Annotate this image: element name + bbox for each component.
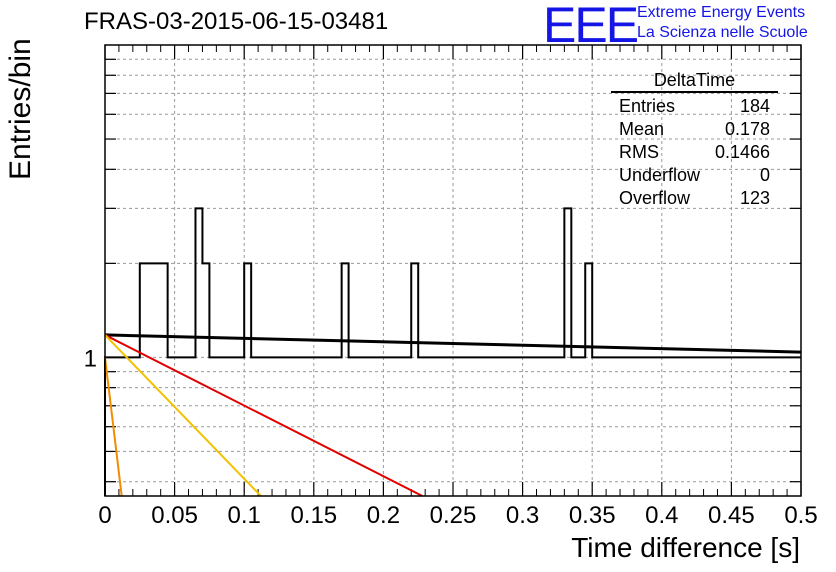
stats-row-rms: RMS 0.1466 bbox=[611, 141, 778, 164]
x-tick-labels: 0 0.05 0.1 0.15 0.2 0.25 0.3 0.35 0.4 0.45 0.5 bbox=[98, 502, 817, 529]
x-tick-label: 0.25 bbox=[430, 502, 477, 529]
x-tick-label: 0.4 bbox=[645, 502, 678, 529]
stats-row-overflow: Overflow 123 bbox=[611, 187, 778, 210]
stats-title: DeltaTime bbox=[611, 70, 778, 93]
x-tick-label: 0.35 bbox=[569, 502, 616, 529]
stats-value: 184 bbox=[739, 96, 770, 116]
fit-line-yellow bbox=[104, 334, 262, 497]
stats-box: DeltaTime Entries 184 Mean 0.178 RMS 0.1… bbox=[611, 70, 778, 210]
stats-label: RMS bbox=[619, 142, 659, 162]
stats-label: Entries bbox=[619, 96, 676, 116]
stats-value: 0.178 bbox=[724, 119, 770, 139]
y-axis-label: Entries/bin bbox=[4, 38, 37, 180]
x-tick-label: 0 bbox=[98, 502, 111, 529]
histogram-bars bbox=[104, 207, 801, 496]
y-tick-labels: 1 bbox=[84, 345, 97, 372]
fit-line-black bbox=[104, 333, 802, 354]
stats-label: Mean bbox=[619, 119, 665, 139]
eee-logo: EEE bbox=[543, 0, 639, 53]
x-tick-label: 0.1 bbox=[228, 502, 261, 529]
stats-row-mean: Mean 0.178 bbox=[611, 118, 778, 141]
stats-row-underflow: Underflow 0 bbox=[611, 164, 778, 187]
fit-line-orange bbox=[104, 357, 123, 497]
logo-tagline-1: Extreme Energy Events bbox=[637, 4, 806, 21]
x-axis-label: Time difference [s] bbox=[571, 532, 800, 563]
stats-row-entries: Entries 184 bbox=[611, 95, 778, 118]
fit-curves bbox=[104, 333, 802, 497]
x-tick-label: 0.15 bbox=[290, 502, 337, 529]
x-tick-label: 0.2 bbox=[367, 502, 400, 529]
x-tick-label: 0.05 bbox=[151, 502, 198, 529]
stats-value: 123 bbox=[739, 188, 770, 208]
x-tick-label: 0.5 bbox=[784, 502, 817, 529]
chart-title: FRAS-03-2015-06-15-03481 bbox=[84, 8, 389, 35]
stats-value: 0.1466 bbox=[714, 142, 770, 162]
stats-value: 0 bbox=[759, 165, 770, 185]
plot-frame bbox=[104, 44, 802, 497]
x-tick-label: 0.45 bbox=[708, 502, 755, 529]
fit-line-red bbox=[104, 334, 423, 497]
stats-label: Overflow bbox=[619, 188, 691, 208]
y-tick-label: 1 bbox=[84, 345, 97, 372]
logo-tagline-2: La Scienza nelle Scuole bbox=[637, 24, 808, 41]
x-tick-label: 0.3 bbox=[506, 502, 539, 529]
stats-label: Underflow bbox=[619, 165, 701, 185]
